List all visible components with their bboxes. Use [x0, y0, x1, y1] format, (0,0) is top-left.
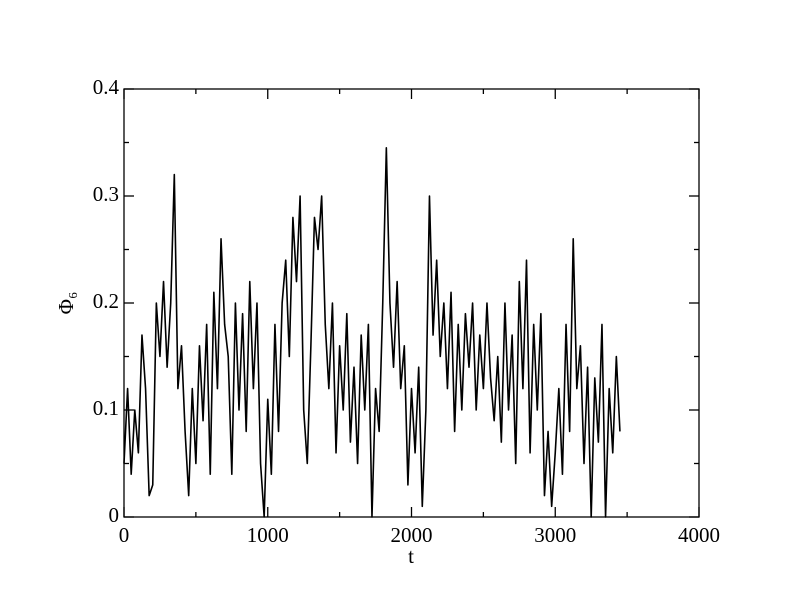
x-tick-label: 0 — [119, 523, 130, 547]
y-axis-label: Φ₆ — [54, 292, 78, 315]
x-tick-label: 1000 — [247, 523, 289, 547]
data-line — [123, 147, 621, 518]
y-tick-label: 0.3 — [93, 182, 119, 206]
y-tick-label: 0.4 — [93, 75, 120, 99]
x-tick-label: 2000 — [391, 523, 433, 547]
x-tick-label: 4000 — [678, 523, 720, 547]
y-tick-label: 0.2 — [93, 289, 119, 313]
y-tick-label: 0 — [109, 503, 120, 527]
x-tick-label: 3000 — [534, 523, 576, 547]
x-axis-label: t — [408, 544, 414, 568]
y-tick-label: 0.1 — [93, 396, 119, 420]
